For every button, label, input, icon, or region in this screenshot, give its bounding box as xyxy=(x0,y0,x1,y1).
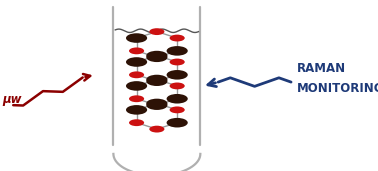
Circle shape xyxy=(146,99,167,108)
Text: RAMAN: RAMAN xyxy=(297,62,346,75)
Circle shape xyxy=(146,52,167,62)
Circle shape xyxy=(170,83,185,89)
Circle shape xyxy=(146,75,167,84)
Circle shape xyxy=(149,126,164,133)
Circle shape xyxy=(167,118,188,128)
Circle shape xyxy=(170,35,185,42)
Circle shape xyxy=(146,100,167,110)
Text: MONITORING: MONITORING xyxy=(297,82,378,95)
Circle shape xyxy=(129,119,144,126)
Circle shape xyxy=(129,71,144,78)
Circle shape xyxy=(146,76,167,86)
Circle shape xyxy=(126,57,147,67)
Text: μw: μw xyxy=(2,93,22,106)
Circle shape xyxy=(170,106,185,113)
Circle shape xyxy=(129,48,144,54)
Circle shape xyxy=(167,70,188,80)
Circle shape xyxy=(126,81,147,91)
Circle shape xyxy=(170,58,185,65)
Circle shape xyxy=(126,33,147,43)
Circle shape xyxy=(146,51,167,60)
Circle shape xyxy=(167,94,188,103)
Circle shape xyxy=(129,95,144,102)
Circle shape xyxy=(126,105,147,115)
Circle shape xyxy=(167,46,188,56)
Circle shape xyxy=(149,28,164,35)
